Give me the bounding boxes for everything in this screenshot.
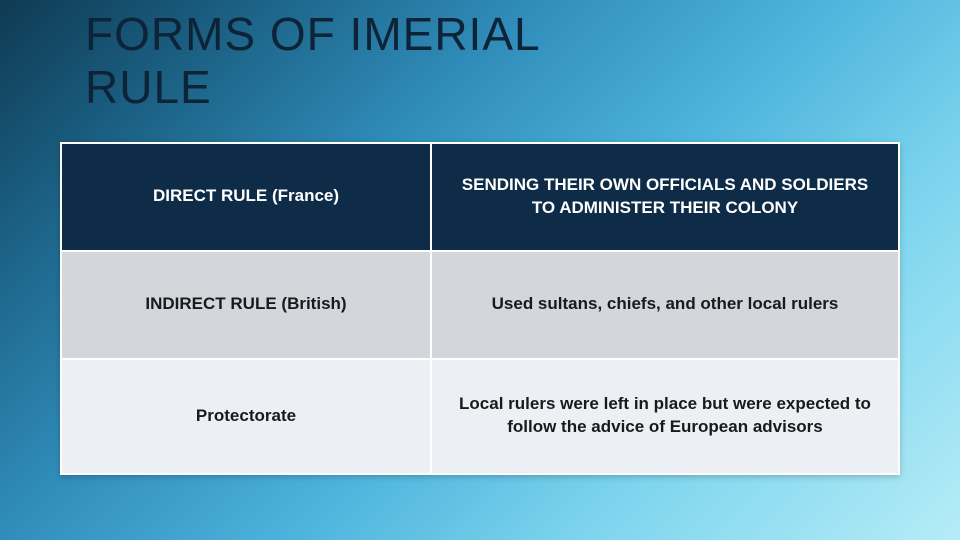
table-row: INDIRECT RULE (British) Used sultans, ch… xyxy=(61,251,899,359)
table-cell: Used sultans, chiefs, and other local ru… xyxy=(431,251,899,359)
slide-title: FORMS OF IMERIAL RULE xyxy=(60,0,900,114)
table-cell: DIRECT RULE (France) xyxy=(61,143,431,251)
table-cell: Local rulers were left in place but were… xyxy=(431,359,899,474)
table-cell: INDIRECT RULE (British) xyxy=(61,251,431,359)
forms-table: DIRECT RULE (France) SENDING THEIR OWN O… xyxy=(60,142,900,475)
table-row: DIRECT RULE (France) SENDING THEIR OWN O… xyxy=(61,143,899,251)
table-cell: SENDING THEIR OWN OFFICIALS AND SOLDIERS… xyxy=(431,143,899,251)
table-cell: Protectorate xyxy=(61,359,431,474)
table-row: Protectorate Local rulers were left in p… xyxy=(61,359,899,474)
slide: FORMS OF IMERIAL RULE DIRECT RULE (Franc… xyxy=(0,0,960,540)
